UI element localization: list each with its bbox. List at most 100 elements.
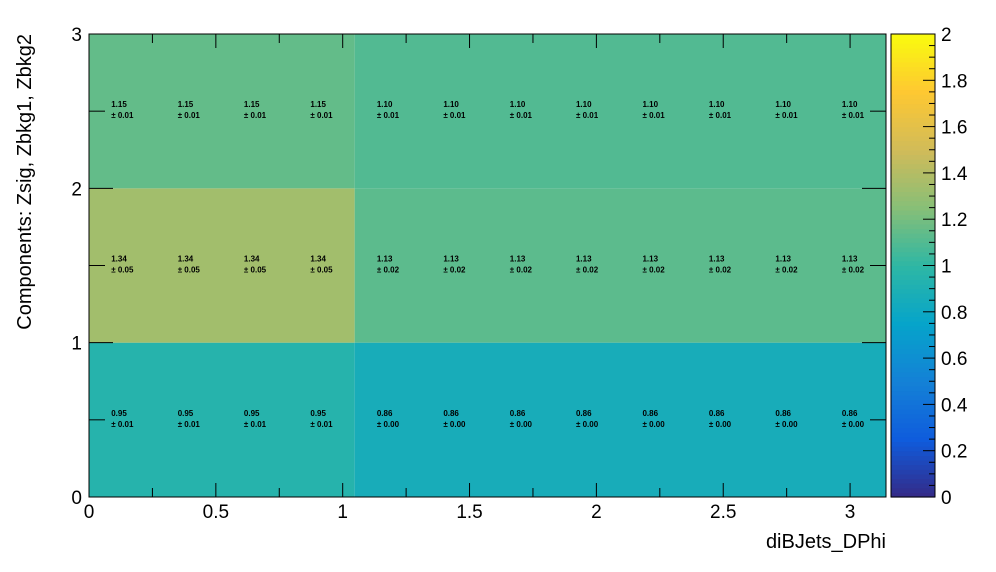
colorbar-segment bbox=[891, 330, 935, 336]
colorbar-segment bbox=[891, 441, 935, 447]
colorbar-segment bbox=[891, 89, 935, 95]
colorbar-segment bbox=[891, 209, 935, 216]
colorbar-segment bbox=[891, 284, 935, 290]
colorbar-segment bbox=[891, 186, 935, 193]
colorbar-segment bbox=[891, 362, 935, 368]
cell-value-r1-6: 1.13 bbox=[510, 255, 526, 264]
colorbar-segment bbox=[891, 334, 935, 341]
cell-value-r0-6: 0.86 bbox=[510, 409, 526, 418]
cell-value-r2-7: 1.10 bbox=[576, 100, 592, 109]
colorbar-segment bbox=[891, 34, 935, 40]
colorbar-segment bbox=[891, 432, 935, 438]
colorbar-segment bbox=[891, 71, 935, 77]
cell-error-r2-0: ± 0.01 bbox=[111, 111, 134, 120]
cell-value-r2-3: 1.15 bbox=[310, 100, 326, 109]
cell-error-r0-9: ± 0.00 bbox=[709, 420, 732, 429]
colorbar-segment bbox=[891, 205, 935, 211]
colorbar-segment bbox=[891, 43, 935, 49]
colorbar-tick-label-1: 0.2 bbox=[941, 442, 967, 463]
colorbar-segment bbox=[891, 413, 935, 419]
colorbar-segment bbox=[891, 390, 935, 396]
cell-value-r1-3: 1.34 bbox=[310, 255, 326, 264]
colorbar-segment bbox=[891, 168, 935, 174]
cell-error-r0-11: ± 0.00 bbox=[842, 420, 865, 429]
colorbar-segment bbox=[891, 316, 935, 322]
cell-error-r1-7: ± 0.02 bbox=[576, 266, 599, 275]
cell-error-r2-1: ± 0.01 bbox=[178, 111, 201, 120]
colorbar-segment bbox=[891, 358, 935, 364]
cell-error-r1-10: ± 0.02 bbox=[775, 266, 798, 275]
colorbar-tick-label-6: 1.2 bbox=[941, 210, 967, 231]
colorbar-segment bbox=[891, 353, 935, 359]
colorbar-segment bbox=[891, 126, 935, 132]
cell-error-r1-8: ± 0.02 bbox=[642, 266, 665, 275]
colorbar-segment bbox=[891, 404, 935, 410]
colorbar-segment bbox=[891, 233, 935, 239]
colorbar-segment bbox=[891, 348, 935, 355]
cell-value-r2-8: 1.10 bbox=[642, 100, 658, 109]
cell-value-r1-0: 1.34 bbox=[111, 255, 127, 264]
colorbar-segment bbox=[891, 154, 935, 160]
colorbar-segment bbox=[891, 399, 935, 405]
x-tick-label-0: 0 bbox=[84, 502, 95, 523]
heatmap-cell-r0-c0 bbox=[89, 342, 355, 497]
colorbar-segment bbox=[891, 135, 935, 142]
colorbar-tick-label-7: 1.4 bbox=[941, 164, 968, 185]
colorbar-segment bbox=[891, 145, 935, 151]
cell-value-r2-11: 1.10 bbox=[842, 100, 858, 109]
colorbar-segment bbox=[891, 117, 935, 123]
cell-error-r0-2: ± 0.01 bbox=[244, 420, 267, 429]
colorbar-segment bbox=[891, 159, 935, 165]
cell-value-r1-7: 1.13 bbox=[576, 255, 592, 264]
cell-error-r0-0: ± 0.01 bbox=[111, 420, 134, 429]
cell-value-r0-1: 0.95 bbox=[178, 409, 194, 418]
colorbar-segment bbox=[891, 112, 935, 118]
cell-value-r0-11: 0.86 bbox=[842, 409, 858, 418]
colorbar-segment bbox=[891, 108, 935, 114]
cell-value-r2-9: 1.10 bbox=[709, 100, 725, 109]
colorbar-segment bbox=[891, 371, 935, 378]
cell-value-labels: 0.95 ± 0.01 0.95 ± 0.01 0.95 ± 0.01 0.95 ± 0.01… bbox=[111, 100, 864, 429]
colorbar-segment bbox=[891, 492, 935, 498]
colorbar-segment bbox=[891, 251, 935, 257]
colorbar-segment bbox=[891, 47, 935, 54]
colorbar-segment bbox=[891, 455, 935, 461]
colorbar-segment bbox=[891, 464, 935, 470]
cell-value-r2-10: 1.10 bbox=[775, 100, 791, 109]
cell-value-r0-5: 0.86 bbox=[443, 409, 459, 418]
colorbar-segment bbox=[891, 260, 935, 267]
colorbar-tick-label-3: 0.6 bbox=[941, 349, 967, 370]
colorbar-segment bbox=[891, 191, 935, 197]
colorbar-segment bbox=[891, 163, 935, 169]
heatmap-cell-r2-c0 bbox=[89, 34, 355, 189]
colorbar-segment bbox=[891, 52, 935, 58]
x-tick-label-1: 0.5 bbox=[203, 502, 229, 523]
colorbar-segment bbox=[891, 242, 935, 248]
x-tick-label-3: 1.5 bbox=[456, 502, 482, 523]
colorbar-segment bbox=[891, 367, 935, 373]
colorbar-segment bbox=[891, 256, 935, 262]
cell-error-r0-5: ± 0.00 bbox=[443, 420, 466, 429]
cell-value-r1-4: 1.13 bbox=[377, 255, 393, 264]
colorbar-segment bbox=[891, 307, 935, 313]
colorbar-segment bbox=[891, 200, 935, 206]
cell-error-r2-8: ± 0.01 bbox=[642, 111, 665, 120]
cell-error-r1-1: ± 0.05 bbox=[178, 266, 201, 275]
cell-value-r1-5: 1.13 bbox=[443, 255, 459, 264]
colorbar-tick-label-8: 1.6 bbox=[941, 118, 967, 139]
cell-value-r0-2: 0.95 bbox=[244, 409, 260, 418]
cell-error-r0-4: ± 0.00 bbox=[377, 420, 400, 429]
y-tick-label-2: 2 bbox=[71, 179, 82, 200]
colorbar-segment bbox=[891, 246, 935, 253]
y-tick-label-3: 3 bbox=[71, 25, 82, 46]
colorbar-segment bbox=[891, 344, 935, 350]
colorbar bbox=[890, 33, 936, 498]
colorbar-segment bbox=[891, 94, 935, 100]
cell-value-r0-10: 0.86 bbox=[775, 409, 791, 418]
colorbar-segment bbox=[891, 38, 935, 44]
cell-value-r0-9: 0.86 bbox=[709, 409, 725, 418]
colorbar-tick-label-5: 1 bbox=[941, 257, 952, 278]
x-tick-label-6: 3 bbox=[845, 502, 856, 523]
colorbar-segment bbox=[891, 131, 935, 137]
cell-error-r2-11: ± 0.01 bbox=[842, 111, 865, 120]
